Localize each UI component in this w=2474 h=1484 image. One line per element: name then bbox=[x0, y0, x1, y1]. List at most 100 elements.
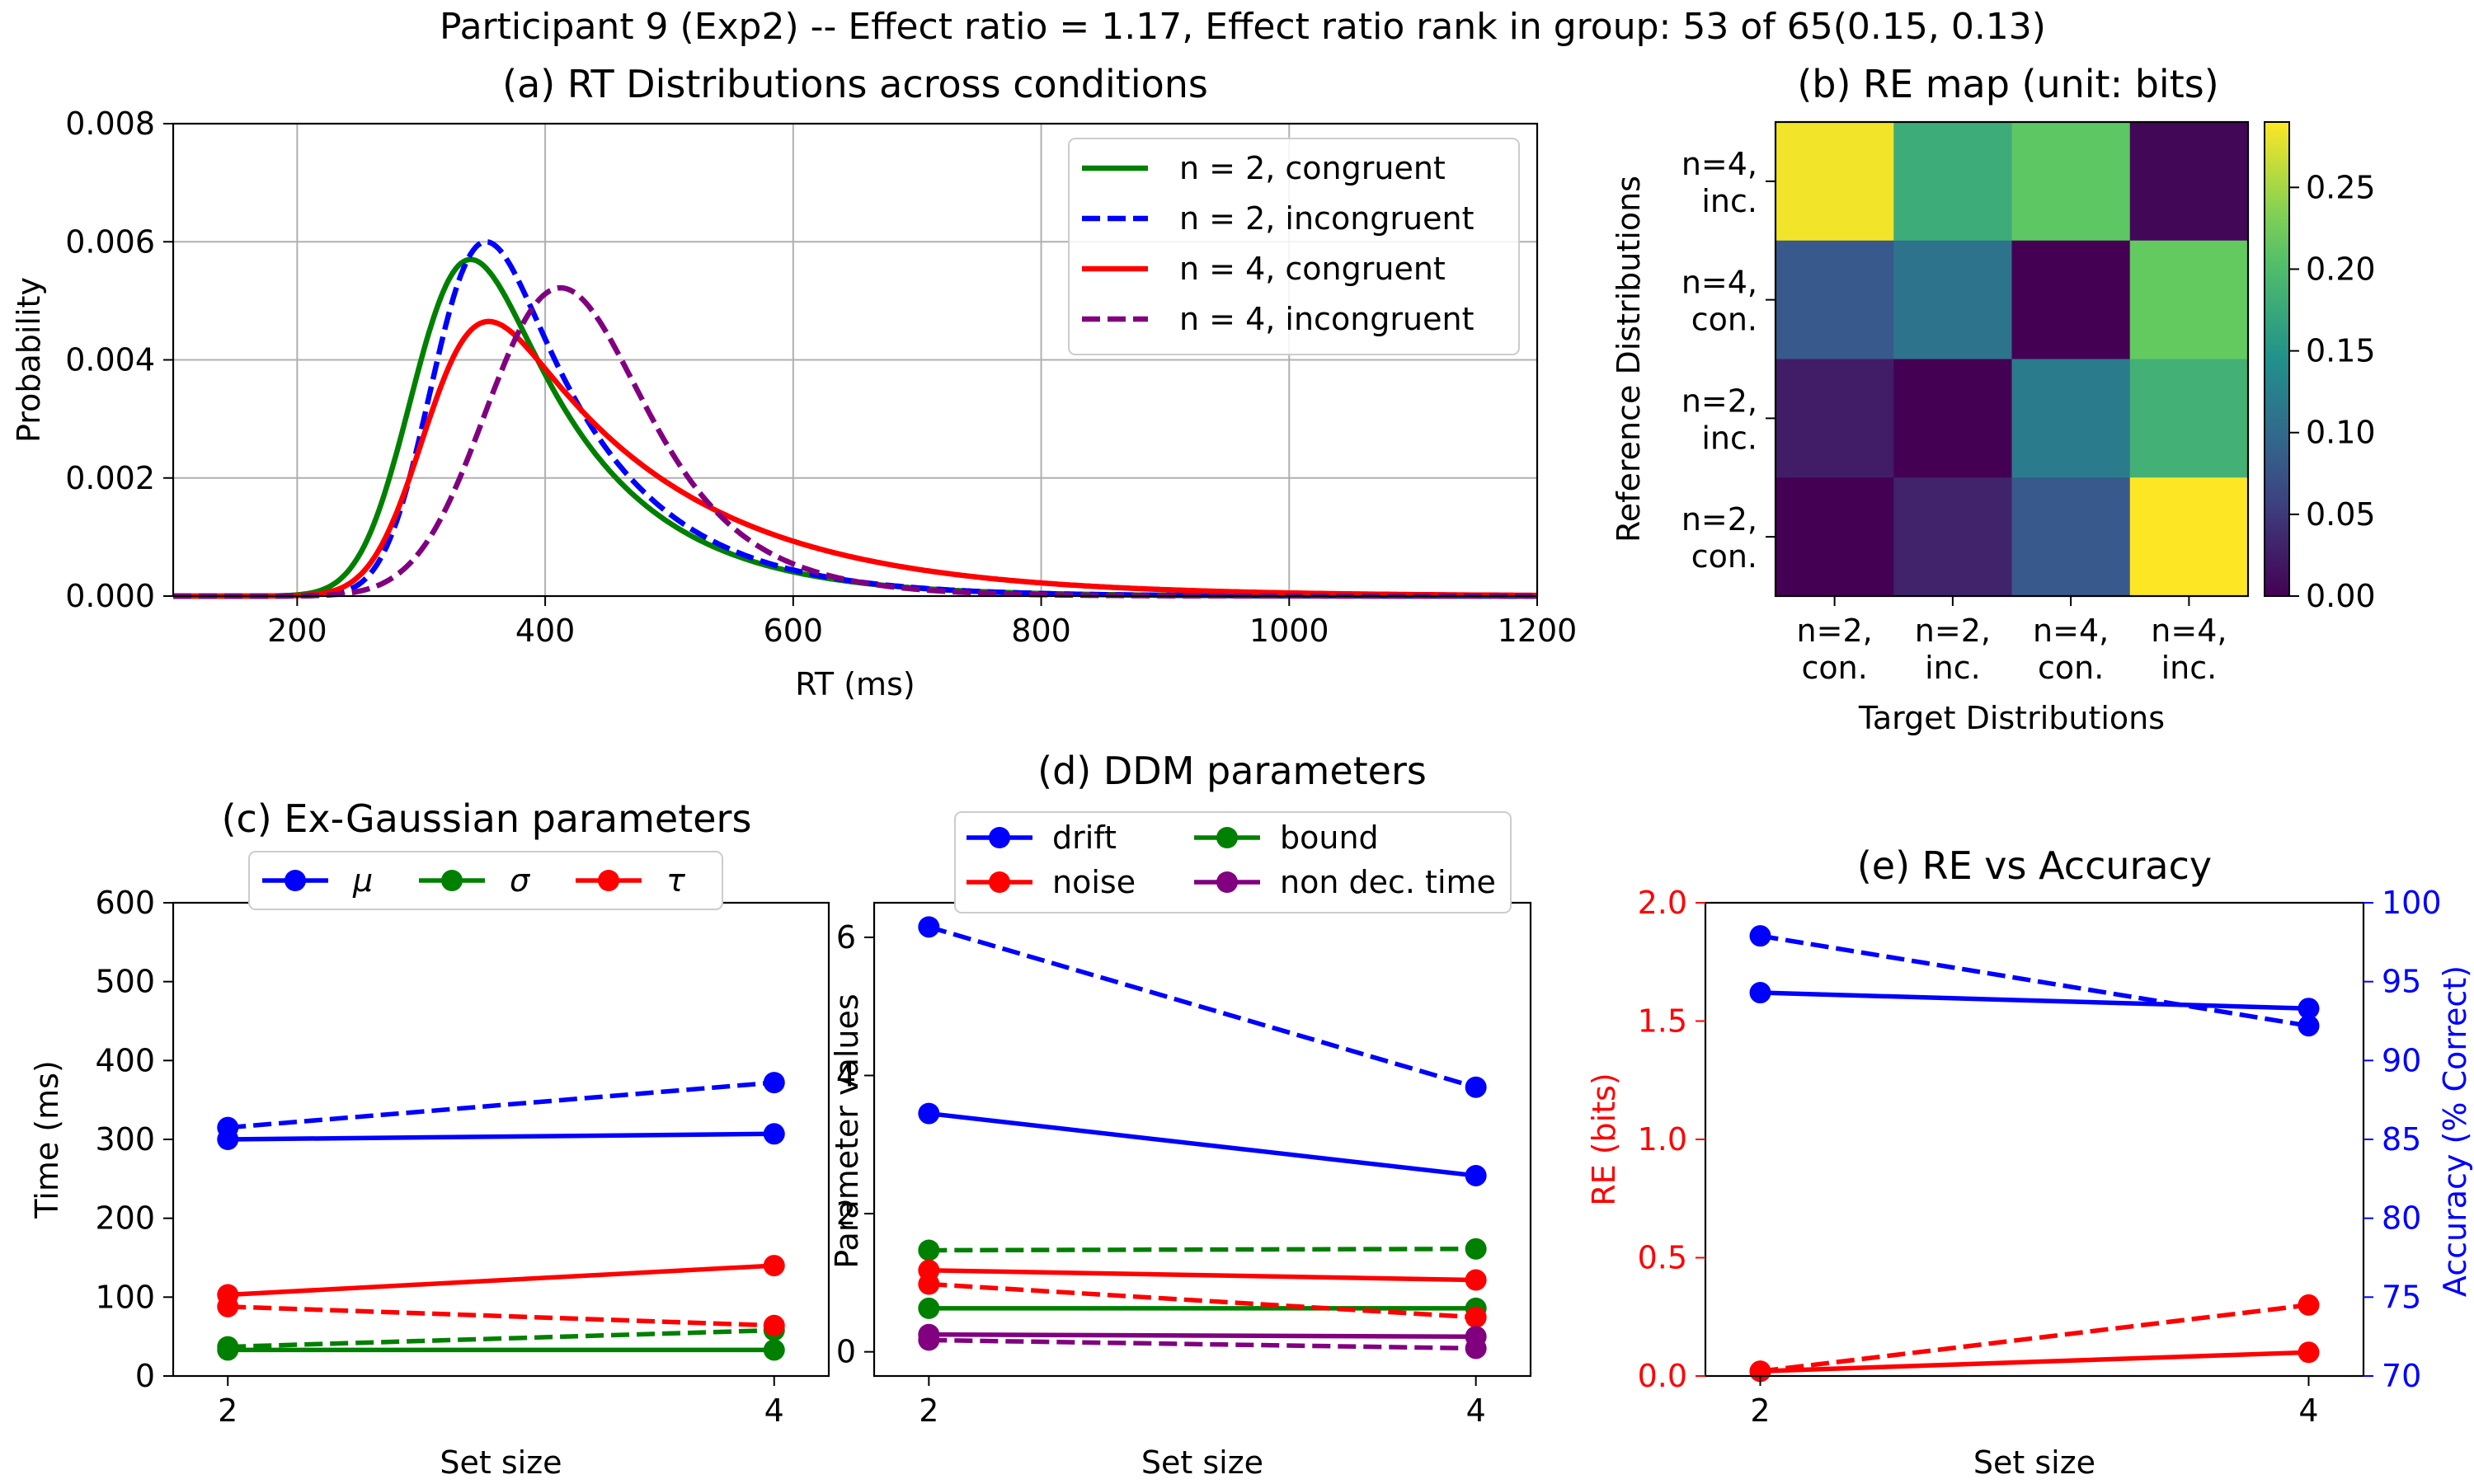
panel-a-x-tick-label: 1000 bbox=[1249, 613, 1329, 649]
panel-c-series-line bbox=[228, 1304, 774, 1328]
panel-b-y-tick-label: con. bbox=[1691, 538, 1757, 575]
panel-e-axes-frame bbox=[1704, 901, 2365, 1378]
panel-c-data-point bbox=[217, 1116, 239, 1139]
panel-c-series-line bbox=[228, 1131, 774, 1142]
panel-e-left-y-tick-label: 0.5 bbox=[1638, 1240, 1687, 1276]
panel-b-heatmap-cell bbox=[1776, 477, 1894, 597]
panel-c-y-tick-label: 200 bbox=[95, 1200, 155, 1237]
panel-b-heatmap-cell bbox=[1893, 359, 2012, 478]
panel-b-colorbar-tick-label: 0.25 bbox=[2306, 169, 2376, 205]
panel-d-ddm: 2 4 Set size 0 2 4 6 (d) DDM parameters Paramete… bbox=[829, 749, 1532, 1481]
panel-e-data-point bbox=[1749, 982, 1771, 1004]
panel-d-legend-label: bound bbox=[1280, 819, 1379, 856]
panel-e-right-y-tick-label: 95 bbox=[2382, 964, 2421, 1000]
panel-b-x-tick-label: n=4, bbox=[2151, 613, 2227, 649]
panel-c-series-line bbox=[228, 1263, 774, 1298]
panel-d-data-point bbox=[918, 1239, 940, 1261]
panel-a-legend-label: n = 2, congruent bbox=[1179, 150, 1446, 186]
panel-b-x-tick-label: n=2, bbox=[1915, 613, 1991, 649]
panel-b-y-tick-label: n=2, bbox=[1681, 383, 1757, 419]
panel-e-title: (e) RE vs Accuracy bbox=[1857, 843, 2212, 888]
panel-c-series-line bbox=[228, 1080, 774, 1130]
panel-b-y-tick-label: n=2, bbox=[1681, 501, 1757, 538]
panel-d-data-point bbox=[1465, 1269, 1487, 1291]
panel-b-x-tick-label: con. bbox=[2038, 650, 2104, 686]
panel-d-x-tick-label: 2 bbox=[919, 1392, 938, 1429]
panel-b-colorbar-tick-label: 0.20 bbox=[2306, 251, 2376, 287]
panel-d-series-line bbox=[928, 924, 1477, 1090]
panel-c-x-tick-label: 4 bbox=[764, 1392, 784, 1429]
panel-e-data-point bbox=[2298, 1015, 2320, 1037]
panel-c-data-point bbox=[217, 1295, 239, 1317]
panel-d-y-tick-label: 6 bbox=[836, 919, 856, 956]
panel-b-colorbar-tick-label: 0.00 bbox=[2306, 578, 2376, 614]
panel-d-axes-frame bbox=[872, 901, 1532, 1378]
panel-c-legend-marker bbox=[441, 870, 463, 891]
panel-d-x-axis-label: Set size bbox=[1141, 1444, 1263, 1481]
panel-d-y-axis-label: Parameter values bbox=[829, 993, 865, 1268]
panel-d-y-tick-label: 0 bbox=[836, 1334, 856, 1370]
panel-a-legend-box bbox=[1068, 138, 1520, 355]
panel-b-heatmap-cell bbox=[1893, 477, 2012, 597]
panel-b-heatmap-cell bbox=[1776, 359, 1894, 478]
panel-e-right-y-tick-label: 80 bbox=[2382, 1200, 2421, 1237]
panel-b-colorbar-tick-label: 0.10 bbox=[2306, 415, 2376, 451]
panel-b-y-tick-label: n=4, bbox=[1681, 146, 1757, 182]
panel-a-y-tick-label: 0.002 bbox=[65, 460, 155, 496]
panel-c-legend-box bbox=[248, 851, 723, 910]
panel-a-x-axis-label: RT (ms) bbox=[795, 666, 915, 702]
panel-c-ex-gaussian: 2 4 Set size 0 100 200 300 400 500 600 (c) Ex-Gaus… bbox=[29, 796, 830, 1481]
panel-d-data-point bbox=[1465, 1337, 1487, 1360]
panel-e-left-y-tick-label: 2.0 bbox=[1638, 885, 1687, 921]
panel-e-x-axis-label: Set size bbox=[1973, 1444, 2095, 1481]
panel-e-left-y-tick-label: 1.5 bbox=[1638, 1003, 1687, 1040]
panel-b-heatmap-cell bbox=[2129, 122, 2249, 242]
panel-b-heatmap-cell bbox=[2129, 240, 2249, 359]
panel-b-x-axis-label: Target Distributions bbox=[1858, 700, 2165, 736]
panel-d-legend-marker bbox=[989, 827, 1010, 848]
panel-b-heatmap-cell bbox=[1776, 122, 1894, 242]
panel-e-left-y-tick-label: 1.0 bbox=[1638, 1121, 1687, 1158]
panel-e-left-y-tick-label: 0.0 bbox=[1638, 1358, 1687, 1394]
panel-e-series-line bbox=[1760, 1303, 2309, 1374]
panel-d-series-line bbox=[929, 1281, 1476, 1320]
panel-b-re-map: n=2,con.n=2,inc.n=4,con.n=4,inc.n=4,inc.… bbox=[1611, 62, 2376, 736]
panel-d-data-point bbox=[1465, 1164, 1487, 1186]
panel-b-heatmap-cell bbox=[1893, 122, 2012, 242]
panel-c-legend-label: μ bbox=[352, 862, 373, 899]
panel-a-y-axis-label: Probability bbox=[11, 277, 47, 443]
panel-d-legend-marker bbox=[989, 871, 1010, 893]
panel-c-y-tick-label: 500 bbox=[95, 964, 155, 1000]
panel-d-title: (d) DDM parameters bbox=[1037, 749, 1427, 793]
panel-c-y-axis-label: Time (ms) bbox=[29, 1060, 65, 1219]
panel-c-y-tick-label: 100 bbox=[95, 1279, 155, 1315]
panel-b-title: (b) RE map (unit: bits) bbox=[1797, 62, 2218, 106]
panel-e-right-y-tick-label: 70 bbox=[2382, 1358, 2421, 1394]
panel-c-y-tick-label: 600 bbox=[95, 885, 155, 921]
panel-b-x-tick-label: n=2, bbox=[1797, 613, 1873, 649]
panel-d-data-point bbox=[918, 1297, 940, 1319]
panel-c-legend-marker bbox=[285, 870, 306, 891]
panel-d-y-tick-label: 4 bbox=[836, 1057, 856, 1093]
panel-d-legend-label: non dec. time bbox=[1280, 864, 1496, 900]
panel-b-x-tick-label: con. bbox=[1801, 650, 1867, 686]
panel-b-heatmap-cell bbox=[2011, 477, 2131, 597]
panel-a-x-tick-label: 1200 bbox=[1498, 613, 1578, 649]
panel-d-legend-box bbox=[954, 811, 1512, 913]
panel-b-colorbar bbox=[2264, 121, 2290, 597]
panel-a-legend-label: n = 2, incongruent bbox=[1179, 200, 1474, 237]
panel-a-x-tick-label: 200 bbox=[267, 613, 327, 649]
panel-b-y-tick-label: inc. bbox=[1701, 183, 1757, 219]
panel-e-left-y-axis-label: RE (bits) bbox=[1586, 1073, 1622, 1206]
panel-d-y-tick-label: 2 bbox=[836, 1195, 856, 1232]
panel-d-series-line bbox=[929, 1247, 1476, 1253]
panel-b-x-tick-label: inc. bbox=[1925, 650, 1981, 686]
panel-a-series-line bbox=[172, 318, 1538, 599]
panel-d-legend: drift bound noise non dec. time bbox=[954, 811, 1512, 913]
panel-e-x-tick-label: 4 bbox=[2298, 1392, 2318, 1429]
panel-a-title: (a) RT Distributions across conditions bbox=[502, 62, 1208, 106]
panel-e-x-tick-label: 2 bbox=[1750, 1392, 1770, 1429]
panel-c-series-line bbox=[228, 1327, 774, 1350]
panel-d-legend-marker bbox=[1216, 827, 1238, 848]
